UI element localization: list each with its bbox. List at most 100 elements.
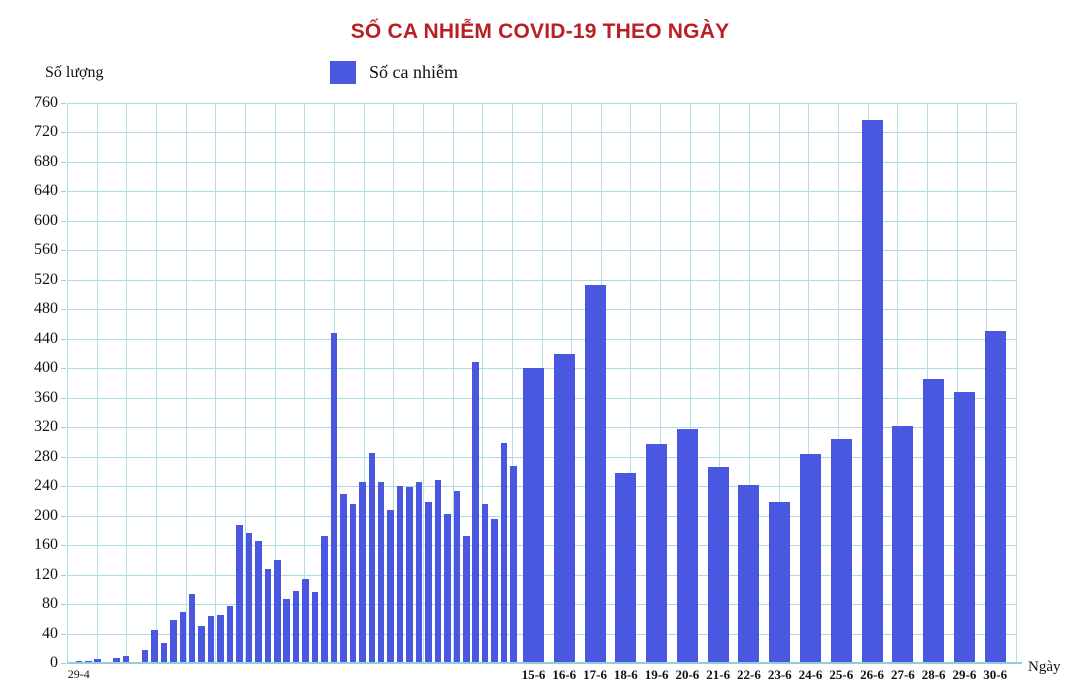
chart-title: SỐ CA NHIỄM COVID-19 THEO NGÀY	[350, 20, 730, 43]
bar-24-6	[800, 453, 822, 663]
gridline-v	[1016, 103, 1017, 663]
bar-4-5	[122, 655, 130, 663]
x-tick-label-29-4: 29-4	[67, 667, 90, 681]
gridline-v	[185, 103, 187, 663]
bar-15-6	[523, 368, 544, 663]
y-tick-mark	[61, 515, 66, 517]
bar-21-6	[707, 467, 729, 663]
y-tick-mark	[61, 456, 66, 458]
gridline-v	[452, 103, 454, 663]
y-tick-mark	[61, 191, 66, 193]
y-tick-label: 200	[34, 506, 58, 524]
y-tick-mark	[61, 279, 66, 281]
x-tick-label-17-6: 17-6	[583, 667, 607, 682]
y-tick-mark	[61, 368, 66, 370]
bar-26-5	[330, 332, 338, 663]
bar-10-6	[472, 361, 479, 663]
x-tick-label-24-6: 24-6	[798, 667, 823, 682]
gridline-v	[126, 103, 128, 663]
y-tick-label: 600	[34, 211, 58, 229]
gridline-v	[719, 103, 721, 663]
bar-16-5	[236, 525, 243, 663]
bar-10-5	[179, 612, 186, 663]
y-tick-mark	[61, 161, 66, 163]
gridline-v	[778, 103, 780, 663]
bar-7-6	[444, 514, 451, 663]
gridline-v	[215, 103, 217, 663]
bar-12-5	[198, 626, 205, 663]
y-tick-mark	[61, 486, 66, 488]
y-tick-mark	[61, 427, 66, 429]
bar-27-5	[340, 494, 347, 663]
x-tick-label-18-6: 18-6	[613, 667, 638, 682]
bar-9-5	[170, 619, 177, 663]
x-tick-label-29-6: 29-6	[952, 667, 977, 682]
bar-14-6	[510, 465, 517, 663]
y-axis-title: Số lượng	[45, 64, 104, 81]
gridline-v	[808, 103, 810, 663]
bar-30-6	[984, 331, 1006, 663]
bar-29-4	[75, 660, 83, 663]
x-axis-title: Ngày	[1028, 659, 1061, 675]
y-tick-label: 440	[34, 329, 58, 347]
bar-25-6	[830, 439, 852, 663]
y-tick-mark	[61, 604, 66, 606]
bar-20-5	[274, 559, 281, 663]
bar-28-5	[349, 503, 357, 663]
gridline-v	[749, 103, 751, 663]
gridline-v	[393, 103, 395, 663]
bar-27-6	[892, 426, 914, 663]
bar-8-5	[160, 643, 168, 663]
gridline-v	[689, 103, 691, 663]
bar-15-5	[226, 605, 234, 663]
bar-19-5	[264, 568, 272, 663]
gridline-v	[67, 103, 68, 663]
y-tick-label: 560	[34, 241, 58, 259]
y-tick-mark	[61, 309, 66, 311]
y-tick-label: 720	[34, 123, 58, 141]
bar-16-6	[553, 353, 575, 663]
gridline-v	[838, 103, 840, 663]
y-tick-mark	[61, 220, 66, 222]
bar-14-5	[217, 615, 224, 663]
x-tick-label-16-6: 16-6	[552, 667, 577, 682]
bar-5-6	[425, 501, 432, 663]
bar-29-6	[953, 391, 975, 663]
bar-8-6	[453, 491, 461, 663]
bar-23-5	[302, 579, 309, 663]
bar-20-6	[676, 428, 698, 663]
bar-22-5	[292, 590, 300, 663]
y-tick-label: 240	[34, 477, 58, 495]
bar-6-5	[141, 649, 149, 663]
y-tick-label: 320	[34, 418, 58, 436]
y-tick-mark	[61, 397, 66, 399]
bar-11-6	[481, 503, 489, 663]
x-tick-label-19-6: 19-6	[644, 667, 669, 682]
y-tick-label: 80	[42, 595, 58, 613]
x-tick-label-28-6: 28-6	[921, 667, 946, 682]
x-tick-label-21-6: 21-6	[706, 667, 731, 682]
bar-30-5	[368, 453, 375, 663]
gridline-v	[304, 103, 306, 663]
y-tick-label: 480	[34, 300, 58, 318]
bar-23-6	[769, 502, 791, 663]
bar-3-6	[406, 486, 413, 663]
bar-1-5	[94, 658, 101, 663]
x-tick-label-26-6: 26-6	[860, 667, 884, 682]
x-tick-label-15-6: 15-6	[521, 667, 546, 682]
bar-13-5	[207, 615, 215, 663]
gridline-v	[363, 103, 365, 663]
gridline-v	[274, 103, 276, 663]
gridline-v	[422, 103, 424, 663]
bar-19-6	[646, 444, 668, 663]
y-tick-label: 360	[34, 388, 58, 406]
bar-21-5	[283, 598, 290, 663]
bar-13-6	[500, 442, 508, 663]
bar-1-6	[387, 510, 394, 663]
bar-25-5	[321, 536, 328, 663]
y-tick-label: 640	[34, 182, 58, 200]
bar-3-5	[113, 657, 120, 663]
y-tick-label: 120	[34, 565, 58, 583]
bar-24-5	[311, 591, 319, 663]
x-tick-label-22-6: 22-6	[737, 667, 761, 682]
